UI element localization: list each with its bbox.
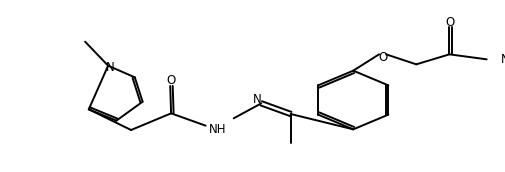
Text: NH₂: NH₂ <box>499 53 505 66</box>
Text: N: N <box>252 93 261 106</box>
Text: NH: NH <box>208 123 226 136</box>
Text: O: O <box>378 51 387 64</box>
Text: O: O <box>445 16 454 29</box>
Text: O: O <box>166 74 175 88</box>
Text: N: N <box>106 61 114 74</box>
